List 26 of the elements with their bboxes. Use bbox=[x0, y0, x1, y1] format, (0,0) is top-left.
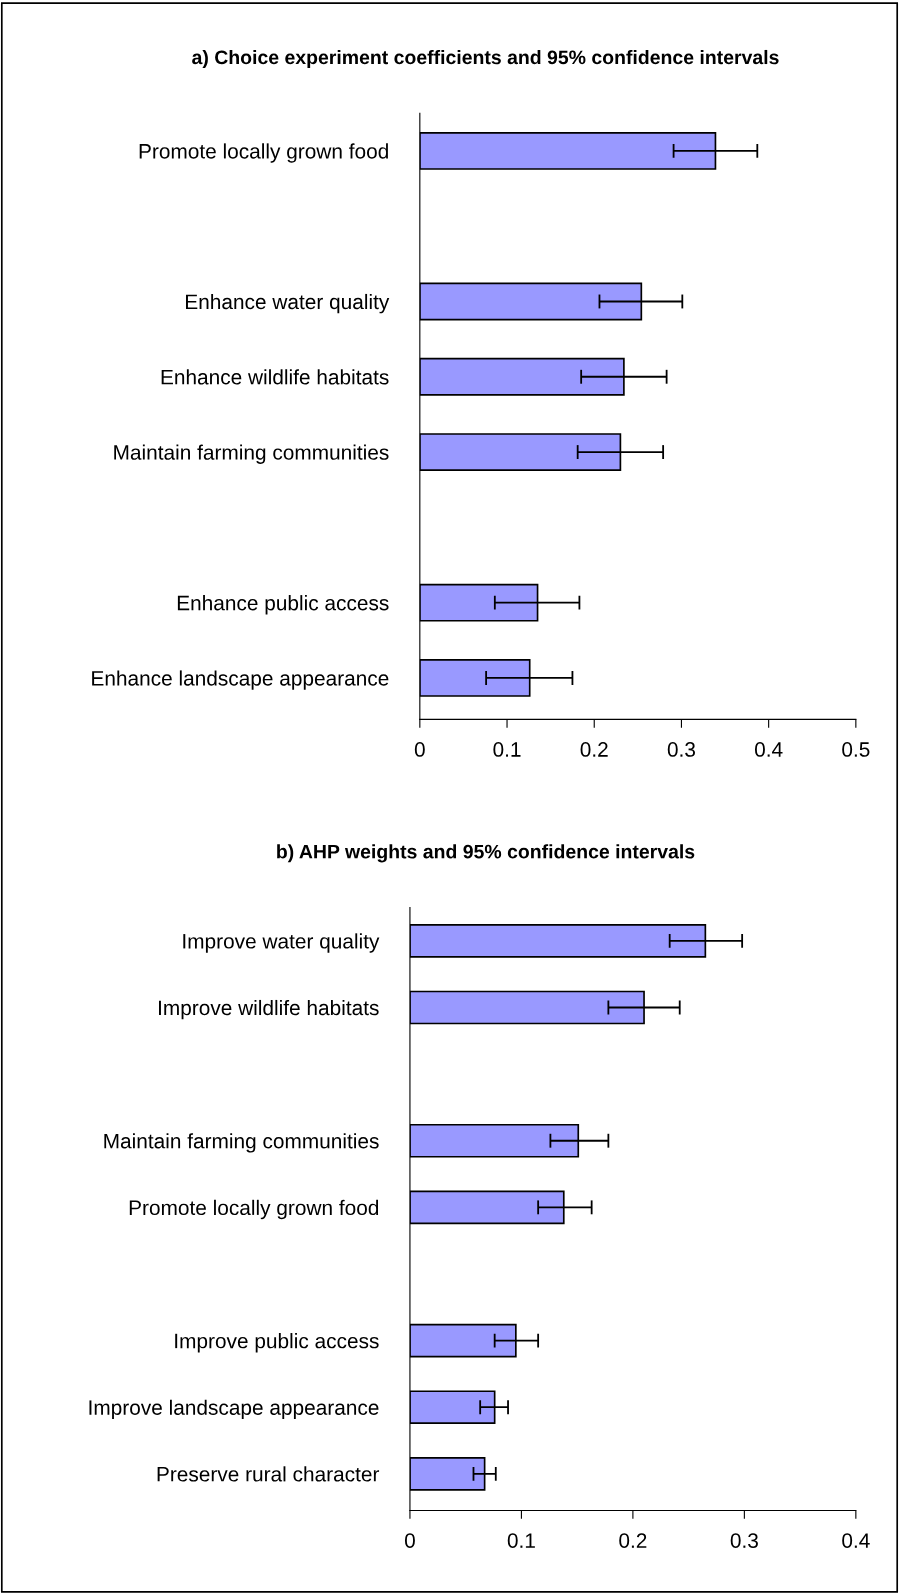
x-tick-label: 0.3 bbox=[730, 1533, 758, 1548]
y-tick-label: Promote locally grown food bbox=[129, 1199, 379, 1220]
x-tick-label: 0.5 bbox=[842, 742, 870, 757]
y-tick-label: Improve wildlife habitats bbox=[159, 999, 379, 1020]
y-tick-label: Preserve rural character bbox=[157, 1466, 380, 1482]
y-tick-label: Enhance wildlife habitats bbox=[161, 369, 389, 385]
y-tick-label: Enhance water quality bbox=[186, 293, 390, 314]
x-tick-label: 0 bbox=[414, 742, 425, 757]
x-tick-label: 0.2 bbox=[580, 742, 608, 757]
y-tick-label: Maintain farming communities bbox=[114, 444, 389, 464]
y-tick-label: Improve public access bbox=[175, 1333, 379, 1353]
x-tick-label: 0.1 bbox=[493, 742, 521, 757]
x-tick-label: 0.4 bbox=[842, 1533, 870, 1548]
chart-title: b) AHP weights and 95% confidence intervals bbox=[277, 844, 695, 863]
x-tick-label: 0.2 bbox=[619, 1533, 647, 1548]
x-tick-label: 0.4 bbox=[754, 742, 783, 757]
x-tick-label: 0.1 bbox=[507, 1533, 535, 1548]
y-tick-label: Improve water quality bbox=[183, 933, 380, 953]
x-tick-label: 0 bbox=[404, 1533, 415, 1548]
y-tick-label: Enhance landscape appearance bbox=[92, 670, 389, 690]
y-tick-label: Promote locally grown food bbox=[139, 143, 388, 163]
y-tick-label: Maintain farming communities bbox=[104, 1133, 379, 1153]
y-tick-label: Improve landscape appearance bbox=[89, 1399, 379, 1420]
y-tick-label: Enhance public access bbox=[177, 595, 389, 615]
chart-title: a) Choice experiment coefficients and 95% confidence intervals bbox=[192, 49, 779, 69]
x-tick-label: 0.3 bbox=[667, 742, 696, 757]
